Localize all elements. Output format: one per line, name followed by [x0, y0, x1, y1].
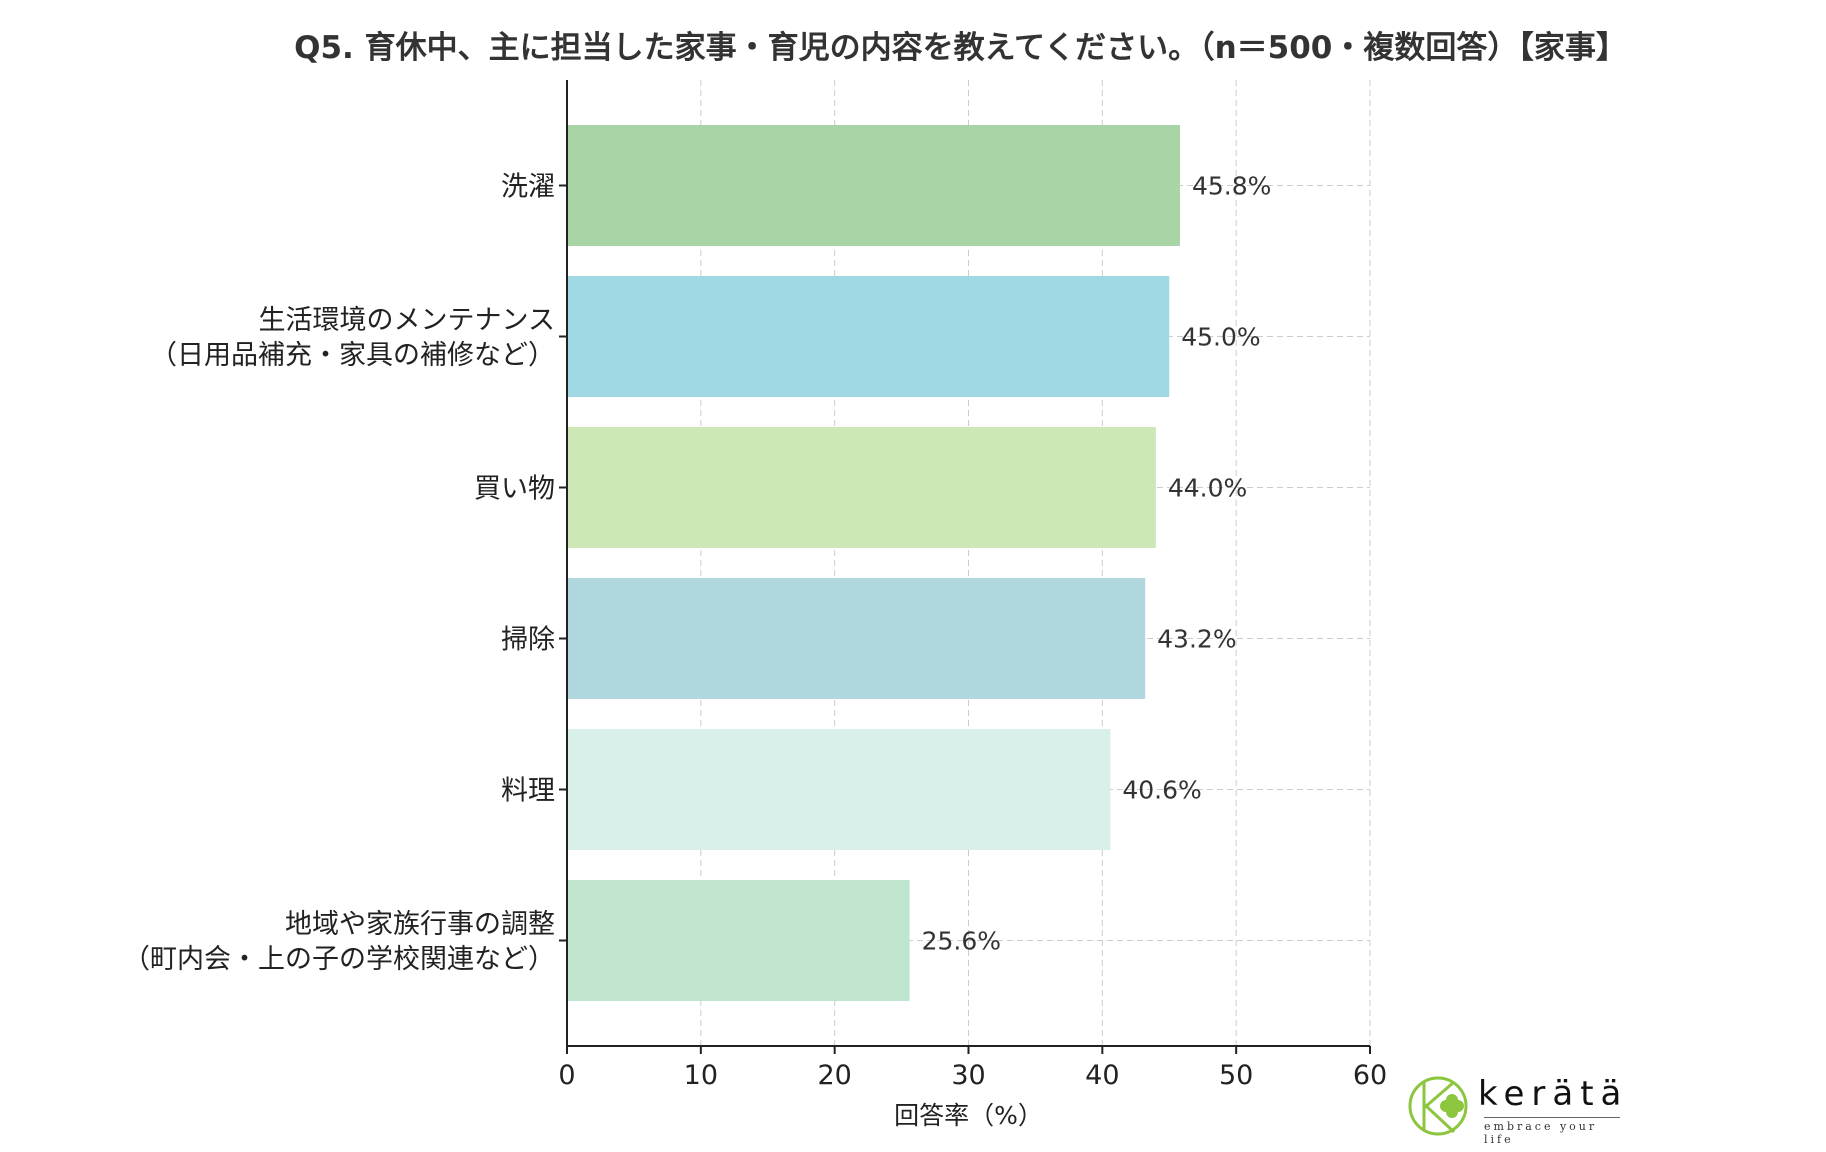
x-tick-label: 40 — [1085, 1060, 1119, 1091]
bar — [567, 125, 1180, 246]
x-tick-label: 10 — [684, 1060, 718, 1091]
bar — [567, 578, 1146, 699]
logo-tagline: embrace your life — [1484, 1117, 1620, 1146]
bar — [567, 880, 910, 1001]
x-tick-label: 30 — [951, 1060, 985, 1091]
value-label: 43.2% — [1157, 625, 1236, 654]
category-label: 買い物 — [474, 474, 555, 505]
category-label: 地域や家族行事の調整 — [285, 909, 555, 940]
kerata-logo: kerätä embrace your life — [1408, 1074, 1629, 1146]
x-axis-label: 回答率（%） — [894, 1101, 1043, 1130]
clover-logo-icon — [1408, 1076, 1468, 1136]
x-tick-label: 60 — [1353, 1060, 1387, 1091]
bar — [567, 729, 1111, 850]
value-label: 45.8% — [1192, 172, 1271, 201]
chart-title: Q5. 育休中、主に担当した家事・育児の内容を教えてください。（n＝500・複数… — [294, 30, 1627, 66]
bar — [567, 276, 1170, 397]
category-label: （町内会・上の子の学校関連など） — [123, 944, 555, 975]
logo-wordmark: kerätä — [1478, 1074, 1629, 1114]
value-label: 40.6% — [1122, 776, 1201, 805]
value-label: 44.0% — [1168, 474, 1247, 503]
x-tick-label: 50 — [1219, 1060, 1253, 1091]
category-label: 料理 — [501, 776, 555, 807]
value-label: 25.6% — [922, 927, 1001, 956]
bar — [567, 427, 1156, 548]
x-tick-label: 20 — [817, 1060, 851, 1091]
category-label: （日用品補充・家具の補修など） — [150, 340, 555, 371]
value-label: 45.0% — [1181, 323, 1260, 352]
category-label: 洗濯 — [501, 172, 555, 203]
category-label: 生活環境のメンテナンス — [259, 305, 555, 336]
x-tick-label: 0 — [558, 1060, 575, 1091]
category-label: 掃除 — [501, 625, 555, 656]
